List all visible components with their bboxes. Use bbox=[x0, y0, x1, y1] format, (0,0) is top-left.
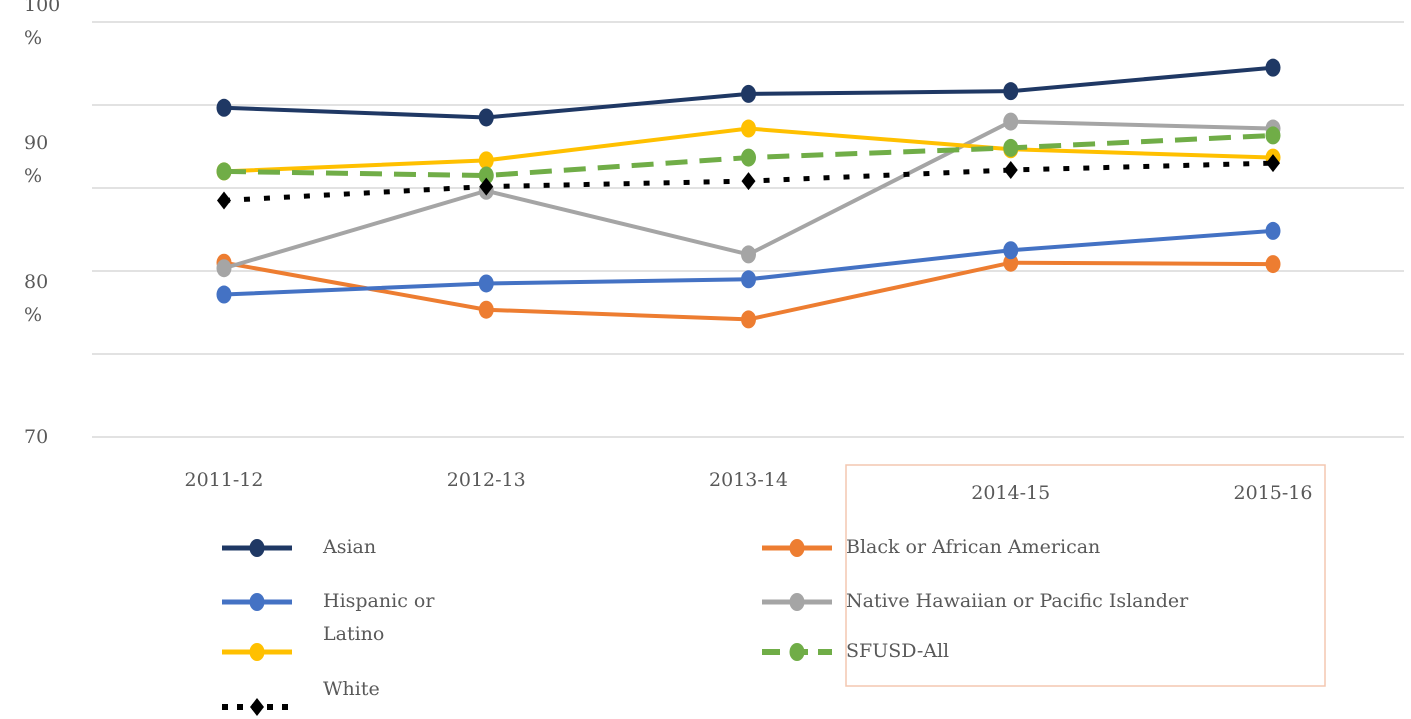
y-tick-label: 80 % bbox=[24, 270, 49, 326]
point bbox=[1003, 241, 1019, 260]
point bbox=[741, 172, 756, 191]
point bbox=[478, 274, 494, 293]
point bbox=[741, 119, 756, 138]
legend-frame bbox=[845, 464, 1326, 687]
point bbox=[1003, 161, 1018, 180]
y-tick-label: 100 % bbox=[24, 0, 61, 49]
point bbox=[1003, 112, 1019, 131]
point bbox=[216, 285, 232, 304]
point bbox=[1003, 138, 1019, 157]
legend-marker bbox=[250, 698, 264, 716]
x-tick-label: 2015-16 bbox=[1233, 482, 1313, 504]
point bbox=[741, 84, 756, 103]
legend-marker bbox=[249, 643, 265, 661]
point bbox=[216, 98, 232, 117]
legend-label: White bbox=[323, 678, 380, 700]
legend-label: Hispanic or Latino bbox=[323, 590, 435, 645]
point bbox=[217, 191, 231, 210]
legend-marker bbox=[789, 643, 805, 661]
point bbox=[1265, 126, 1281, 145]
point bbox=[1265, 255, 1281, 274]
point bbox=[1265, 221, 1281, 240]
point bbox=[741, 310, 756, 329]
legend-label: Asian bbox=[323, 536, 377, 558]
legend-marker bbox=[249, 539, 265, 557]
point bbox=[1266, 154, 1280, 173]
x-tick-label: 2014-15 bbox=[971, 482, 1051, 504]
point bbox=[1265, 58, 1281, 77]
legend-marker bbox=[789, 593, 805, 611]
point bbox=[478, 108, 494, 127]
point bbox=[1003, 253, 1019, 272]
point bbox=[478, 166, 494, 185]
point bbox=[1003, 82, 1019, 101]
point bbox=[741, 148, 756, 167]
legend-label: Native Hawaiian or Pacific Islander bbox=[846, 590, 1189, 612]
point bbox=[741, 245, 756, 264]
point bbox=[741, 270, 756, 289]
point bbox=[479, 177, 494, 196]
point bbox=[478, 300, 494, 319]
point bbox=[216, 162, 232, 181]
legend-label: Black or African American bbox=[846, 536, 1101, 558]
x-tick-label: 2012-13 bbox=[446, 469, 526, 491]
legend-marker bbox=[249, 593, 265, 611]
point bbox=[216, 259, 232, 278]
legend-label: SFUSD-All bbox=[846, 640, 950, 662]
x-tick-label: 2011-12 bbox=[184, 469, 264, 491]
y-tick-label: 90 % bbox=[24, 132, 49, 188]
y-tick-label: 70 bbox=[24, 426, 49, 448]
point bbox=[478, 151, 494, 170]
legend-marker bbox=[789, 539, 805, 557]
x-tick-label: 2013-14 bbox=[709, 469, 788, 491]
